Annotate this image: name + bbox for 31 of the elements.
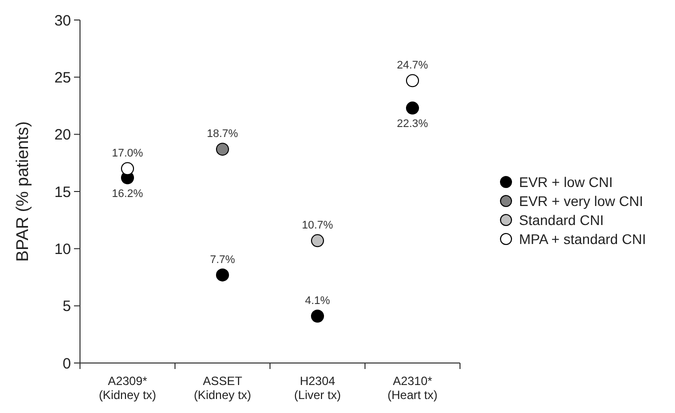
y-tick-label: 0 bbox=[62, 355, 71, 372]
data-label: 7.7% bbox=[210, 254, 236, 266]
x-tick-label: A2310* (Heart tx) bbox=[387, 374, 438, 402]
y-tick-label: 25 bbox=[54, 69, 71, 86]
point bbox=[406, 74, 419, 88]
data-label: 22.3% bbox=[396, 118, 428, 130]
y-tick-label: 10 bbox=[54, 240, 71, 258]
data-label: 10.7% bbox=[302, 220, 334, 232]
legend-label: EVR + low CNI bbox=[519, 174, 613, 190]
data-label: 18.7% bbox=[206, 128, 238, 140]
legend-label: EVR + very low CNI bbox=[519, 192, 644, 209]
x-tick-label: A2309* (Kidney tx) bbox=[98, 374, 156, 402]
point bbox=[311, 310, 324, 323]
data-label: 16.2% bbox=[112, 188, 144, 200]
y-tick-label: 30 bbox=[54, 12, 71, 30]
x-tick-label: ASSET (Kidney tx) bbox=[194, 374, 252, 402]
y-tick-label: 5 bbox=[62, 298, 71, 316]
data-label: 4.1% bbox=[304, 295, 330, 308]
y-tick-label: 20 bbox=[54, 126, 71, 144]
data-label: 17.0% bbox=[112, 148, 144, 160]
x-tick-label: H2304 (Liver tx) bbox=[294, 374, 341, 402]
point bbox=[121, 162, 134, 176]
data-label: 24.7% bbox=[396, 60, 428, 72]
legend-label: MPA + standard CNI bbox=[519, 230, 646, 247]
point bbox=[406, 102, 419, 115]
y-axis-title: BPAR (% patients) bbox=[13, 121, 32, 262]
point bbox=[216, 268, 229, 282]
legend-label: Standard CNI bbox=[519, 212, 604, 228]
point bbox=[311, 234, 324, 248]
y-tick-label: 15 bbox=[54, 184, 71, 201]
point bbox=[216, 142, 229, 156]
